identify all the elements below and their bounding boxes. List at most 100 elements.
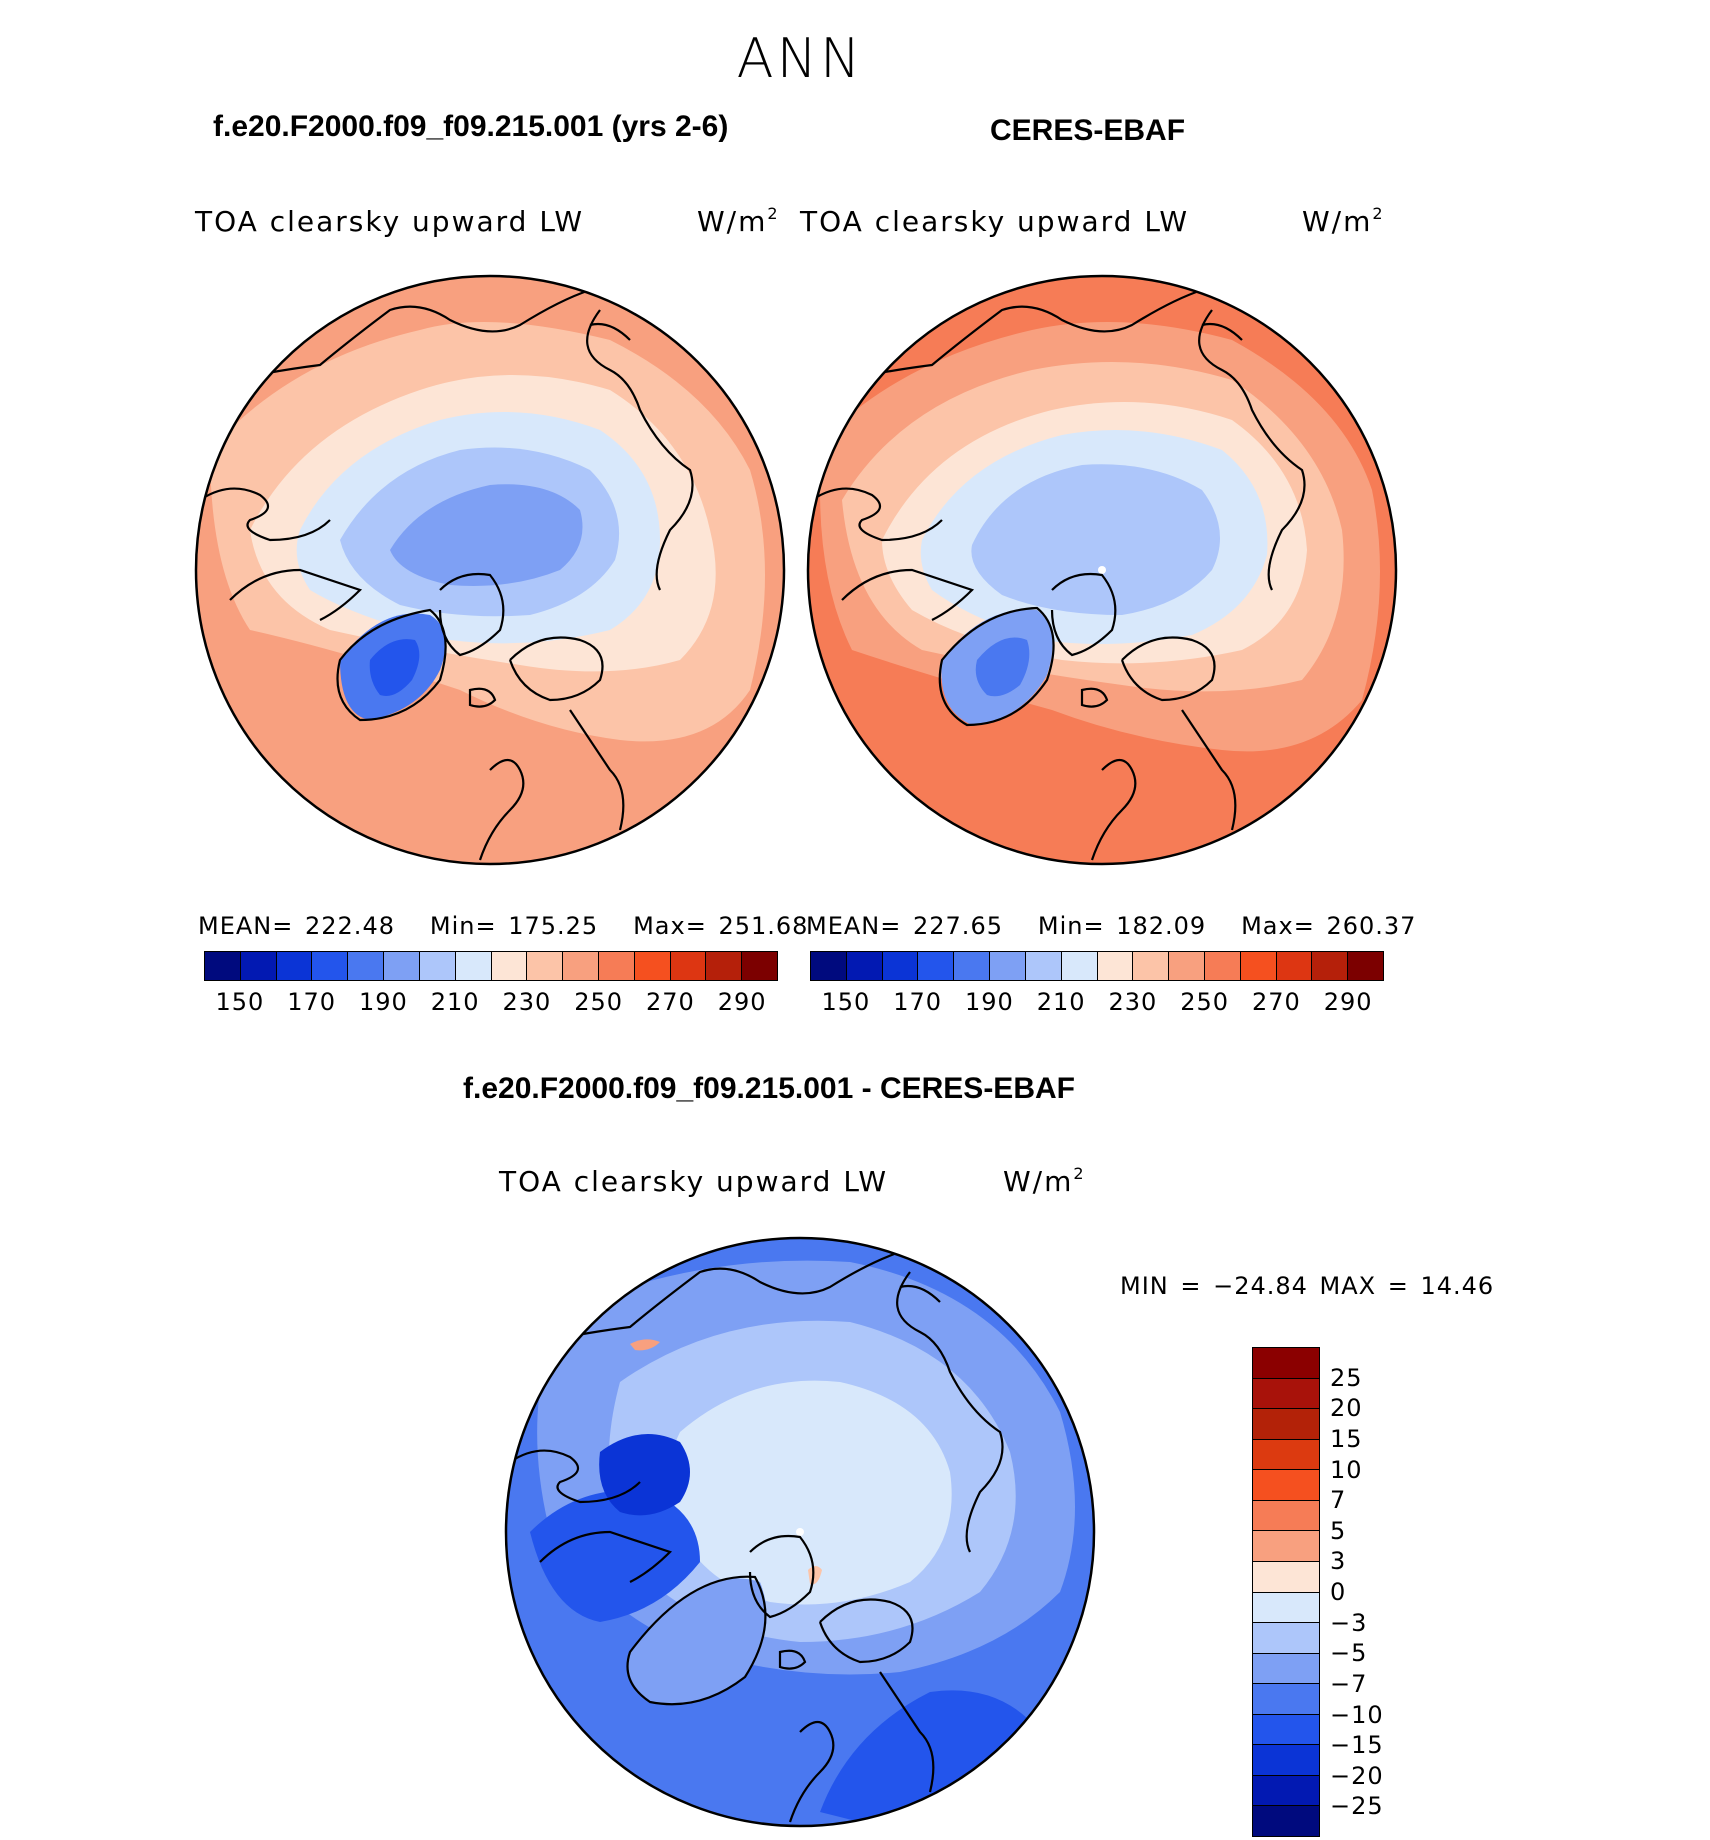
obs-coastlines: [811, 288, 1306, 861]
model-max-label: Max=: [633, 912, 707, 940]
colorbar-swatch: [742, 952, 777, 980]
colorbar-tick-label: −20: [1330, 1761, 1384, 1790]
diff-colorbar: [1252, 1347, 1320, 1837]
model-units-exp: 2: [767, 204, 780, 223]
model-units-label: W/m2: [697, 205, 780, 238]
model-coastlines: [199, 288, 694, 861]
colorbar-swatch: [1253, 1439, 1319, 1471]
colorbar-swatch: [348, 952, 385, 980]
obs-map-boundary: [806, 274, 1398, 866]
colorbar-tick-label: 190: [358, 988, 408, 1016]
diff-variable-label: TOA clearsky upward LW: [499, 1165, 889, 1198]
obs-units-base: W/m: [1302, 205, 1373, 238]
obs-units-exp: 2: [1372, 204, 1385, 223]
colorbar-tick-label: −3: [1330, 1608, 1368, 1637]
colorbar-swatch: [1253, 1684, 1319, 1715]
map-canada-low: [530, 1490, 700, 1622]
colorbar-swatch: [1253, 1775, 1319, 1807]
colorbar-swatch: [1169, 952, 1205, 980]
model-max-value: 251.68: [718, 912, 809, 940]
colorbar-swatch: [1253, 1348, 1319, 1379]
obs-polar-map: [806, 274, 1398, 866]
colorbar-swatch: [1253, 1470, 1319, 1501]
diff-units-base: W/m: [1003, 1165, 1074, 1198]
map-band-200: [971, 464, 1220, 615]
map-band-minus3: [668, 1380, 952, 1605]
colorbar-tick-label: 25: [1330, 1363, 1363, 1392]
obs-min-value: 182.09: [1116, 912, 1207, 940]
colorbar-swatch: [1253, 1714, 1319, 1746]
colorbar-swatch: [1276, 952, 1313, 980]
map-greenland-diff: [627, 1578, 767, 1705]
obs-units-label: W/m2: [1302, 205, 1385, 238]
model-mean-label: MEAN=: [198, 912, 294, 940]
colorbar-swatch: [276, 952, 313, 980]
obs-colorbar: [810, 951, 1384, 981]
colorbar-swatch: [527, 952, 564, 980]
model-colorbar-ticks: 150 170 190 210 230 250 270 290: [204, 990, 778, 1020]
colorbar-swatch: [990, 952, 1026, 980]
colorbar-tick-label: −25: [1330, 1792, 1384, 1821]
colorbar-tick-label: 290: [717, 988, 767, 1016]
diff-coastlines: [509, 1250, 1004, 1823]
model-min-label: Min=: [429, 912, 497, 940]
colorbar-swatch: [1348, 952, 1383, 980]
obs-max-label: Max=: [1241, 912, 1315, 940]
diff-map-boundary: [504, 1236, 1096, 1828]
colorbar-swatch: [918, 952, 955, 980]
colorbar-swatch: [1204, 952, 1241, 980]
colorbar-swatch: [312, 952, 349, 980]
colorbar-tick-label: −10: [1330, 1700, 1384, 1729]
model-colorbar: [204, 951, 778, 981]
colorbar-tick-label: 20: [1330, 1394, 1363, 1423]
map-europe-low: [820, 1690, 1040, 1826]
model-units-base: W/m: [697, 205, 768, 238]
colorbar-tick-label: 7: [1330, 1486, 1347, 1515]
colorbar-tick-label: 270: [1251, 988, 1301, 1016]
colorbar-tick-label: 230: [502, 988, 552, 1016]
obs-mean-label: MEAN=: [806, 912, 902, 940]
colorbar-swatch: [1253, 1653, 1319, 1685]
diff-minmax: MIN = −24.84 MAX = 14.46: [1120, 1272, 1495, 1300]
colorbar-swatch: [1240, 952, 1277, 980]
colorbar-tick-label: 170: [893, 988, 943, 1016]
colorbar-swatch: [1253, 1378, 1319, 1410]
colorbar-tick-label: 250: [574, 988, 624, 1016]
colorbar-tick-label: −5: [1330, 1639, 1368, 1668]
model-mean-value: 222.48: [305, 912, 395, 940]
pole-marker: [796, 1528, 804, 1536]
colorbar-swatch: [455, 952, 492, 980]
colorbar-tick-label: −7: [1330, 1669, 1368, 1698]
colorbar-tick-label: 210: [1036, 988, 1086, 1016]
colorbar-swatch: [598, 952, 635, 980]
colorbar-swatch: [1025, 952, 1062, 980]
diff-polar-map: [504, 1236, 1096, 1828]
colorbar-swatch: [1253, 1561, 1319, 1593]
colorbar-swatch: [1253, 1531, 1319, 1562]
colorbar-swatch: [491, 952, 528, 980]
diff-case-title: f.e20.F2000.f09_f09.215.001 - CERES-EBAF: [463, 1072, 1075, 1105]
map-positive-spot: [630, 1339, 660, 1351]
obs-variable-label: TOA clearsky upward LW: [800, 205, 1190, 238]
colorbar-tick-label: 15: [1330, 1424, 1363, 1453]
colorbar-swatch: [1133, 952, 1170, 980]
colorbar-swatch: [1253, 1745, 1319, 1776]
colorbar-tick-label: 230: [1108, 988, 1158, 1016]
colorbar-tick-label: −15: [1330, 1731, 1384, 1760]
colorbar-tick-label: 0: [1330, 1578, 1347, 1606]
model-variable-label: TOA clearsky upward LW: [195, 205, 585, 238]
obs-case-title: CERES-EBAF: [990, 114, 1186, 147]
model-case-title: f.e20.F2000.f09_f09.215.001 (yrs 2-6): [213, 110, 729, 143]
colorbar-swatch: [1061, 952, 1098, 980]
colorbar-swatch: [1253, 1592, 1319, 1624]
obs-mean-value: 227.65: [913, 912, 1003, 940]
colorbar-tick-label: 290: [1323, 988, 1373, 1016]
colorbar-swatch: [384, 952, 420, 980]
colorbar-swatch: [811, 952, 847, 980]
colorbar-swatch: [563, 952, 599, 980]
colorbar-tick-label: 190: [964, 988, 1014, 1016]
map-band-190: [390, 484, 583, 586]
colorbar-swatch: [634, 952, 671, 980]
model-stats-line: MEAN= 222.48 Min= 175.25 Max= 251.68: [198, 914, 808, 938]
obs-stats-line: MEAN= 227.65 Min= 182.09 Max= 260.37: [806, 914, 1416, 938]
